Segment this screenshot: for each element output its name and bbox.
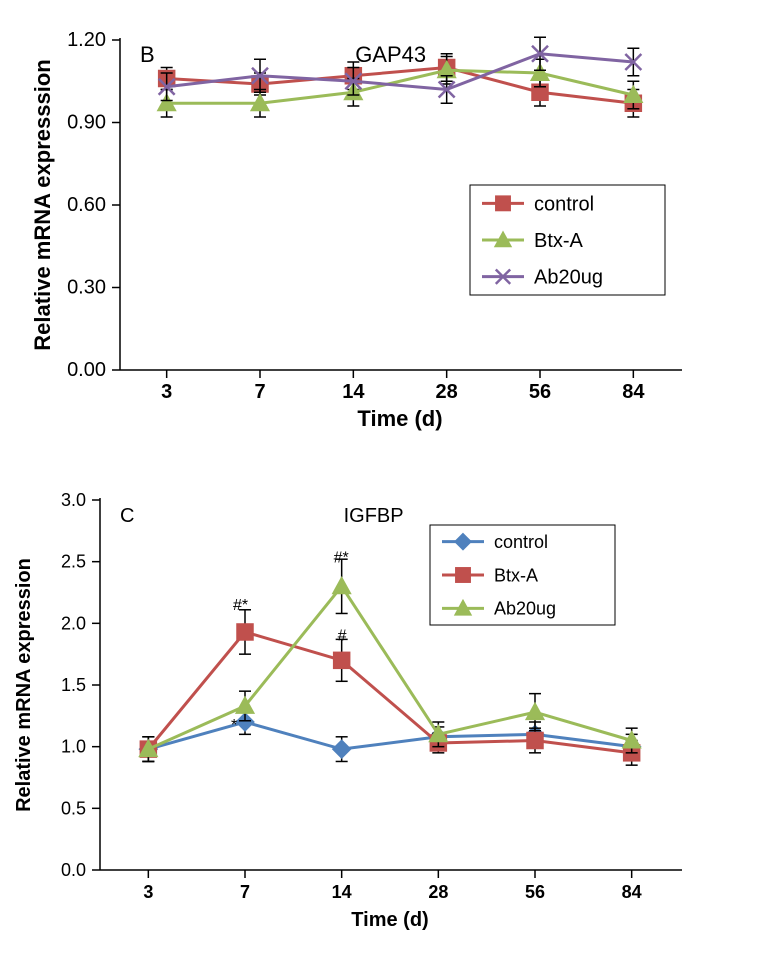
chart-c-ytick-0: 0.0 <box>61 860 86 880</box>
chart-c-xtick-3: 28 <box>428 882 448 902</box>
chart-c-ytick-5: 2.5 <box>61 552 86 572</box>
chart-c-ytick-4: 2.0 <box>61 613 86 633</box>
chart-c-ylabel: Relative mRNA expression <box>13 558 35 812</box>
chart-c-legend-label-Ab20ug: Ab20ug <box>494 599 556 619</box>
chart-c-legend-label-Btx-A: Btx-A <box>494 565 538 585</box>
chart-b-legend-label-Ab20ug: Ab20ug <box>534 267 603 289</box>
chart-b-legend-label-control: control <box>534 193 594 215</box>
chart-c-annotation: #* <box>334 549 349 566</box>
chart-b-panel-label: B <box>140 42 155 67</box>
chart-b-ytick-0: 0.00 <box>67 359 106 381</box>
chart-b-xtick-0: 3 <box>161 381 172 403</box>
chart-b-ytick-1: 0.30 <box>67 277 106 299</box>
chart-c-ytick-1: 0.5 <box>61 798 86 818</box>
chart-c-xlabel: Time (d) <box>351 909 428 930</box>
chart-c-xtick-4: 56 <box>525 882 545 902</box>
chart-c-ytick-2: 1.0 <box>61 737 86 757</box>
chart-c-xtick-1: 7 <box>240 882 250 902</box>
chart-c-container: 0.0 0.5 1.0 1.5 2.0 2.5 3.0 3 7 14 28 56 84 * #* # #* Rel… <box>0 470 770 930</box>
chart-c-xtick-0: 3 <box>143 882 153 902</box>
chart-b-legend-label-Btx-A: Btx-A <box>534 230 584 252</box>
chart-c-annotation: #* <box>233 597 248 614</box>
chart-b-ytick-4: 1.20 <box>67 29 106 51</box>
chart-c-panel-label: C <box>120 505 134 527</box>
chart-c-legend-label-control: control <box>494 532 548 552</box>
chart-b-title: GAP43 <box>355 42 426 67</box>
chart-c-series-line-Btx-A <box>148 632 631 753</box>
chart-c-xtick-5: 84 <box>622 882 642 902</box>
chart-c-series-line-Ab20ug <box>148 586 631 749</box>
chart-b-xtick-2: 14 <box>342 381 365 403</box>
chart-b-xlabel: Time (d) <box>357 406 442 431</box>
chart-c-annotation: * <box>231 717 237 734</box>
chart-c-xtick-2: 14 <box>332 882 352 902</box>
chart-c-ytick-3: 1.5 <box>61 675 86 695</box>
chart-b-xtick-4: 56 <box>529 381 551 403</box>
chart-b-svg: 0.00 0.30 0.60 0.90 1.20 3 7 14 28 56 84 Relative m… <box>0 10 720 440</box>
chart-b-xtick-1: 7 <box>254 381 265 403</box>
chart-c-ytick-6: 3.0 <box>61 490 86 510</box>
chart-b-container: 0.00 0.30 0.60 0.90 1.20 3 7 14 28 56 84 Relative m… <box>0 10 770 440</box>
chart-c-svg: 0.0 0.5 1.0 1.5 2.0 2.5 3.0 3 7 14 28 56 84 * #* # #* Rel… <box>0 470 720 930</box>
chart-b-ytick-3: 0.90 <box>67 112 106 134</box>
chart-b-xtick-5: 84 <box>622 381 645 403</box>
chart-b-ytick-2: 0.60 <box>67 194 106 216</box>
chart-c-annotation: # <box>338 627 347 644</box>
chart-b-ylabel: Relative mRNA expresssion <box>30 59 55 350</box>
chart-b-xtick-3: 28 <box>436 381 458 403</box>
chart-c-title: IGFBP <box>344 505 404 527</box>
